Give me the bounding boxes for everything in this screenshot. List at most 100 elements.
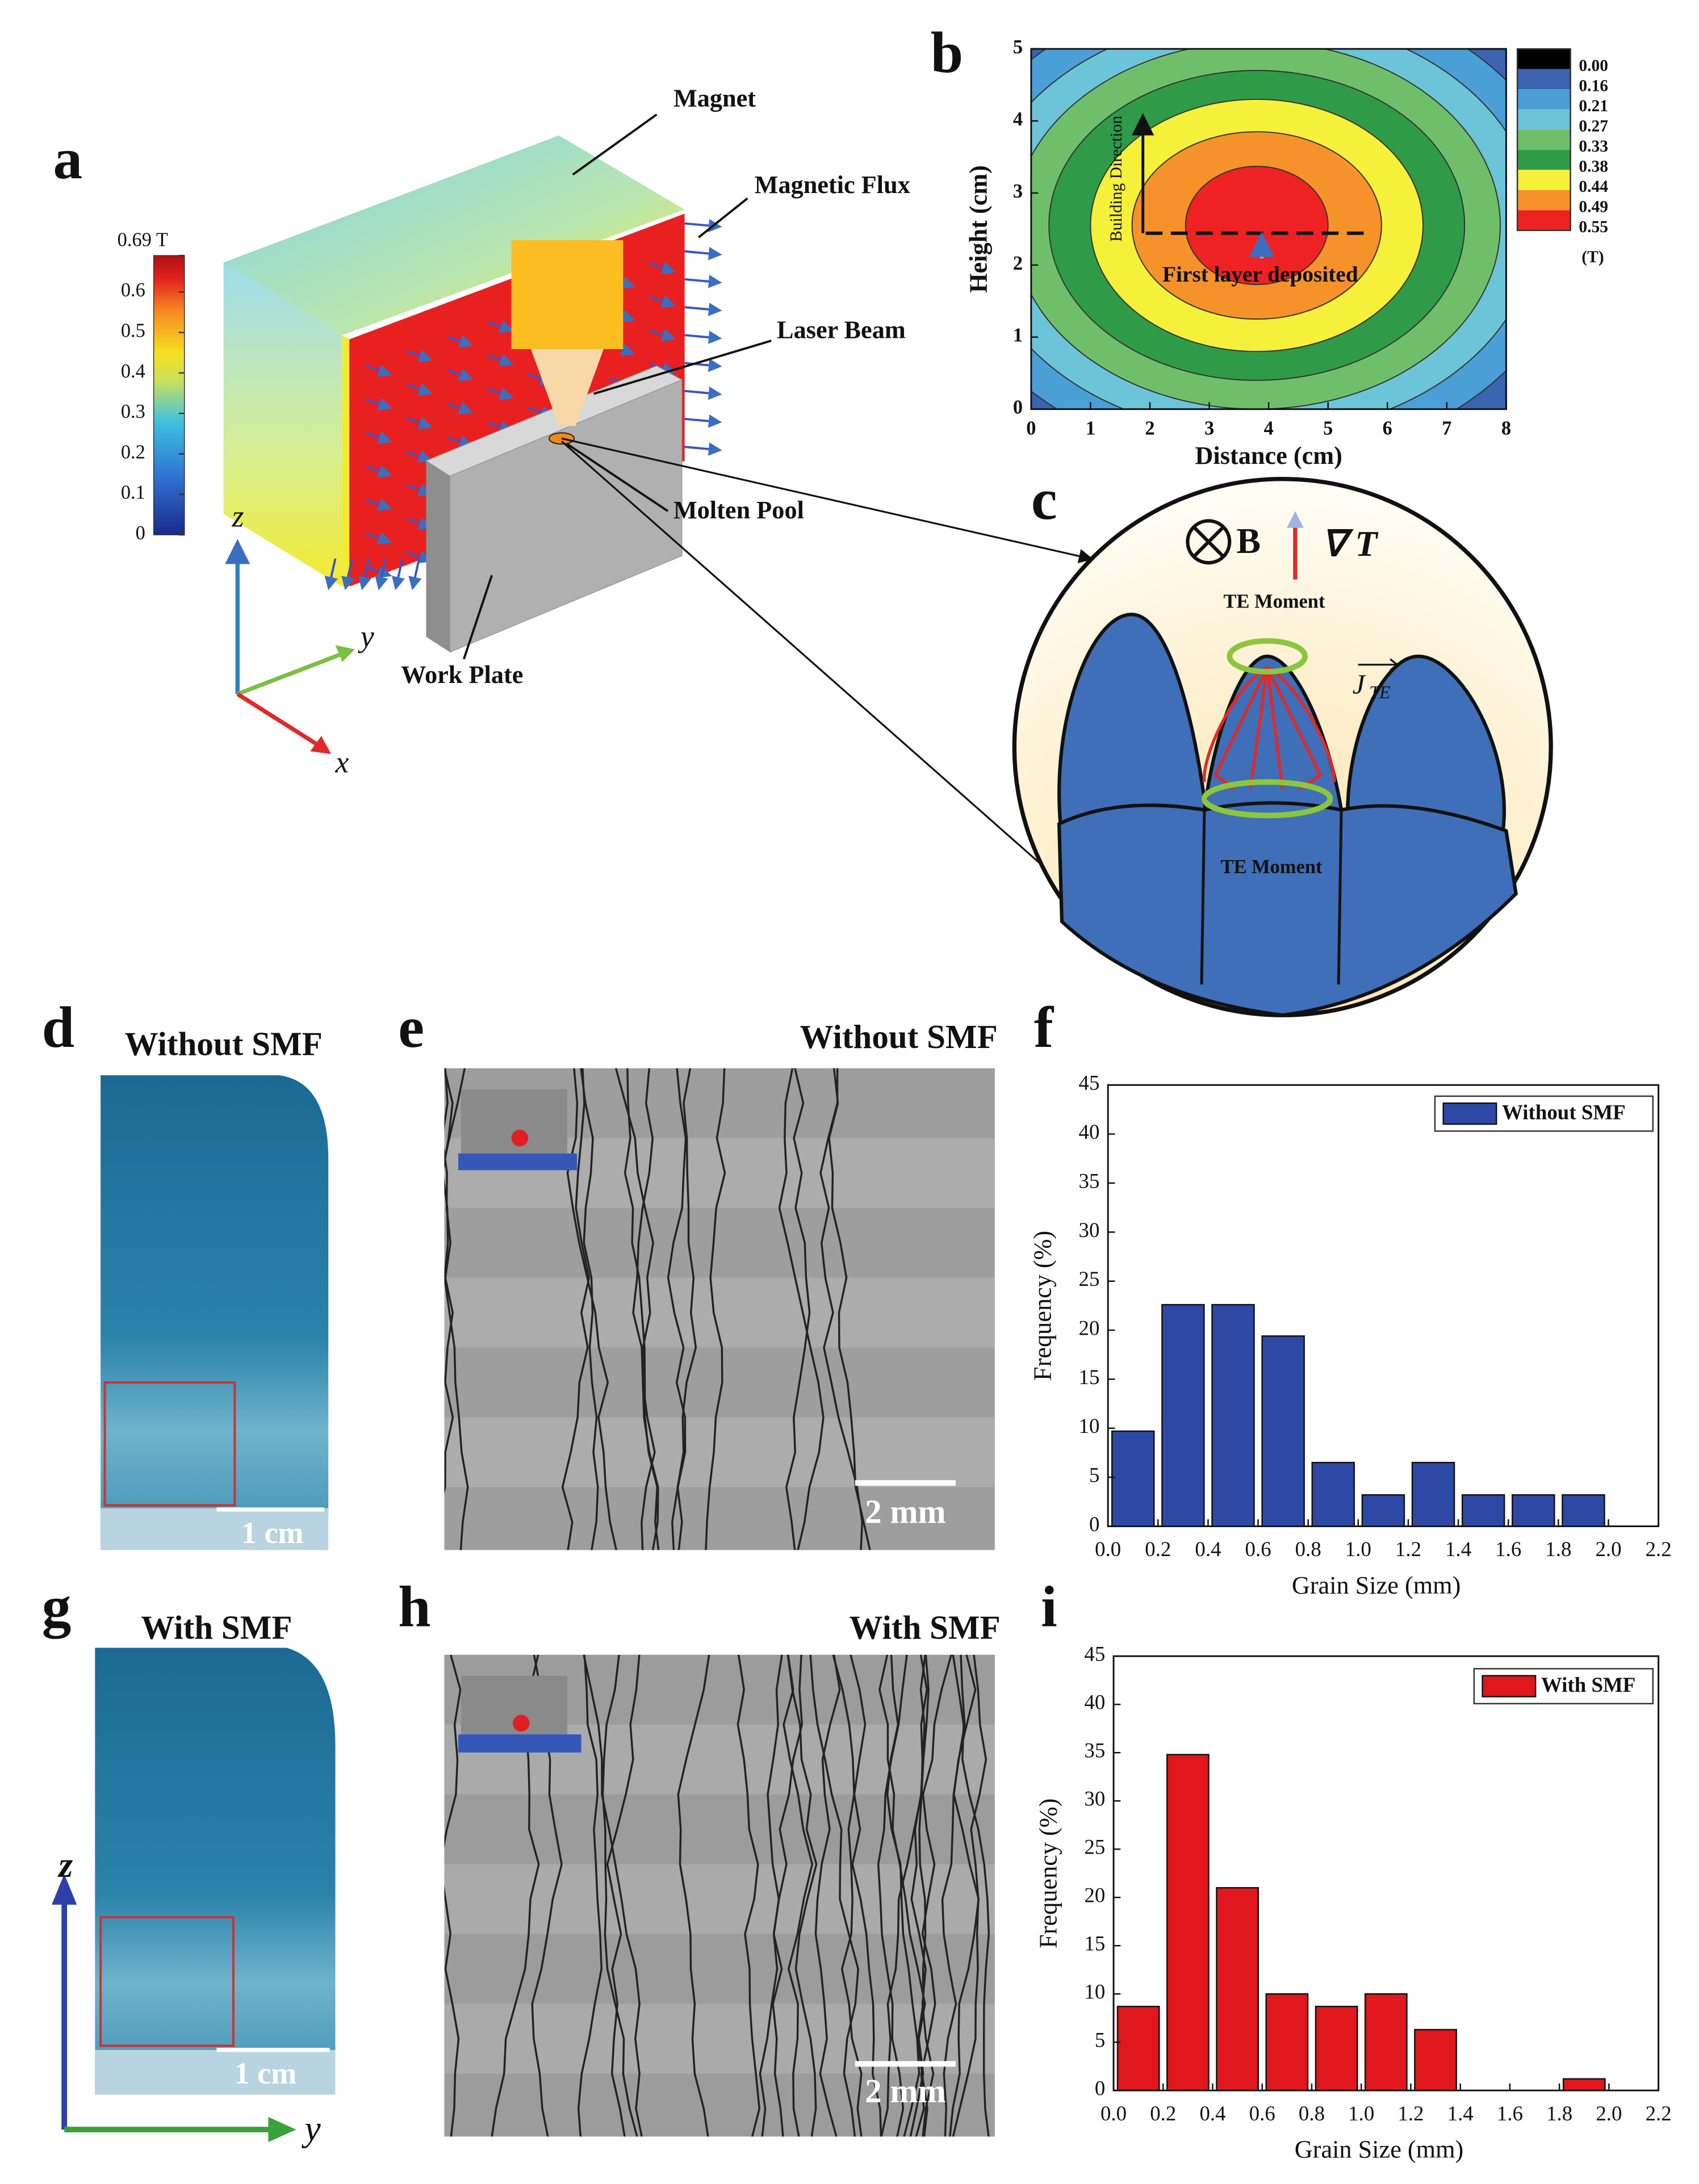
micrograph-e: 2 mm Without SMF	[444, 1018, 998, 1550]
y-tick-label: 25	[1079, 1267, 1100, 1290]
label: ∇ T	[1322, 523, 1379, 564]
inset	[461, 1675, 567, 1739]
y-tick-label: 25	[1084, 1835, 1105, 1859]
grain-boundary	[444, 1068, 466, 1166]
flux-arrow	[446, 368, 473, 382]
flux-arrow	[684, 330, 722, 344]
colorbar-label: 0.49	[1579, 198, 1608, 216]
bar	[1562, 1494, 1605, 1527]
scale-label: 2 mm	[865, 1493, 946, 1530]
bar	[1166, 1754, 1210, 2091]
axis-label: x	[335, 745, 349, 779]
colorbar-label: 0.00	[1579, 57, 1608, 75]
y-tick-label: 45	[1084, 1642, 1105, 1666]
colorbar-level	[1517, 89, 1571, 110]
current-loop	[1203, 666, 1336, 782]
colorbar-frame	[1516, 48, 1571, 232]
b-symbol	[1192, 525, 1225, 559]
flux-arrow	[324, 558, 338, 590]
contour-region	[1185, 165, 1329, 286]
y-tick-label: 5	[1013, 36, 1023, 58]
leader-line	[566, 443, 669, 512]
colorbar-level	[1517, 69, 1571, 90]
y-axis-label: Height (cm)	[964, 165, 992, 293]
x-tick-label: 0.2	[1150, 2102, 1176, 2125]
colorbar-label: 0.5	[121, 320, 145, 342]
colorbar-level	[1517, 170, 1571, 190]
magnet-top	[223, 135, 685, 336]
grain-boundary	[786, 1654, 818, 2137]
label: TE Moment	[1224, 591, 1325, 613]
flux-arrow	[487, 354, 514, 367]
x-tick-label: 7	[1442, 418, 1451, 439]
moment-ring	[1227, 638, 1308, 675]
band	[444, 1794, 995, 1864]
label: Work Plate	[401, 661, 523, 689]
grain-boundary	[601, 1654, 638, 2137]
y-tick-label: 1	[1013, 325, 1023, 346]
flux-arrow	[358, 558, 371, 590]
colorbar-label: 0.1	[121, 482, 145, 504]
axis-label: y	[358, 619, 375, 653]
colorbar-label: 0.4	[121, 360, 145, 382]
label: B	[1237, 521, 1261, 561]
leader-line	[572, 114, 658, 176]
grain-boundary	[736, 1654, 761, 2137]
y-tick-label: 20	[1084, 1884, 1105, 1907]
x-tick-label: 2.0	[1595, 1537, 1621, 1561]
label: Molten Pool	[673, 496, 804, 524]
x-tick-label: 5	[1323, 418, 1333, 439]
bar	[1562, 2078, 1606, 2091]
y-tick-label: 0	[1095, 2077, 1105, 2100]
magnet-edge	[342, 335, 350, 587]
x-axis-label: Grain Size (mm)	[1295, 2136, 1464, 2164]
x-axis-label: Grain Size (mm)	[1292, 1571, 1461, 1599]
grain-boundary	[566, 1068, 618, 1550]
flux-arrow	[365, 364, 392, 377]
y-tick-label: 10	[1079, 1414, 1100, 1437]
label: J	[1353, 668, 1366, 699]
colorbar-label: 0.16	[1579, 77, 1608, 95]
current-loop	[1213, 666, 1323, 790]
grain-boundary	[819, 1068, 864, 1550]
x-tick-label: 6	[1383, 418, 1392, 439]
axis-label: z	[231, 499, 244, 533]
grain-boundary	[785, 1068, 811, 1550]
flux-arrow	[684, 275, 722, 288]
panel-label: i	[1041, 1575, 1057, 1640]
x-tick-label: 0.8	[1299, 2102, 1325, 2125]
y-tick-label: 4	[1013, 108, 1023, 130]
roi-box	[103, 1381, 236, 1507]
bar	[1411, 1461, 1455, 1527]
y-tick-label: 5	[1095, 2028, 1105, 2052]
x-tick-label: 8	[1501, 418, 1511, 439]
x-tick-label: 0.0	[1095, 1537, 1121, 1561]
x-tick-label: 1.2	[1395, 1537, 1421, 1561]
x-tick-label: 0.4	[1195, 1537, 1221, 1561]
x-tick-label: 4	[1264, 418, 1274, 439]
scale-label: 2 mm	[865, 2072, 946, 2110]
y-axis-label: Frequency (%)	[1034, 1799, 1062, 1948]
bar	[1414, 2028, 1457, 2091]
micrograph-h: 2 mm With SMF	[444, 1609, 1001, 2137]
bar	[1211, 1303, 1255, 1527]
flux-arrow	[649, 295, 676, 308]
flux-arrow	[487, 421, 514, 434]
flux-arrow	[649, 261, 676, 275]
grain-boundary	[614, 1068, 659, 1550]
x-tick-label: 1.2	[1397, 2102, 1424, 2125]
grain-boundary	[561, 1068, 591, 1550]
inset-dot	[513, 1714, 530, 1732]
colorbar	[153, 255, 185, 535]
colorbar-label: 0.33	[1579, 137, 1608, 156]
panel-title: Without SMF	[800, 1018, 998, 1055]
annotation: First layer deposited	[1162, 262, 1358, 287]
panel-title: Without SMF	[125, 1025, 323, 1062]
x-tick-label: 2.2	[1646, 2102, 1672, 2125]
x-tick-label: 2.2	[1646, 1537, 1672, 1561]
colorbar-level	[1517, 49, 1571, 69]
bar	[1216, 1887, 1259, 2091]
band	[444, 1487, 995, 1550]
colorbar-label: 0.55	[1579, 218, 1608, 236]
flux-arrow	[649, 328, 676, 342]
